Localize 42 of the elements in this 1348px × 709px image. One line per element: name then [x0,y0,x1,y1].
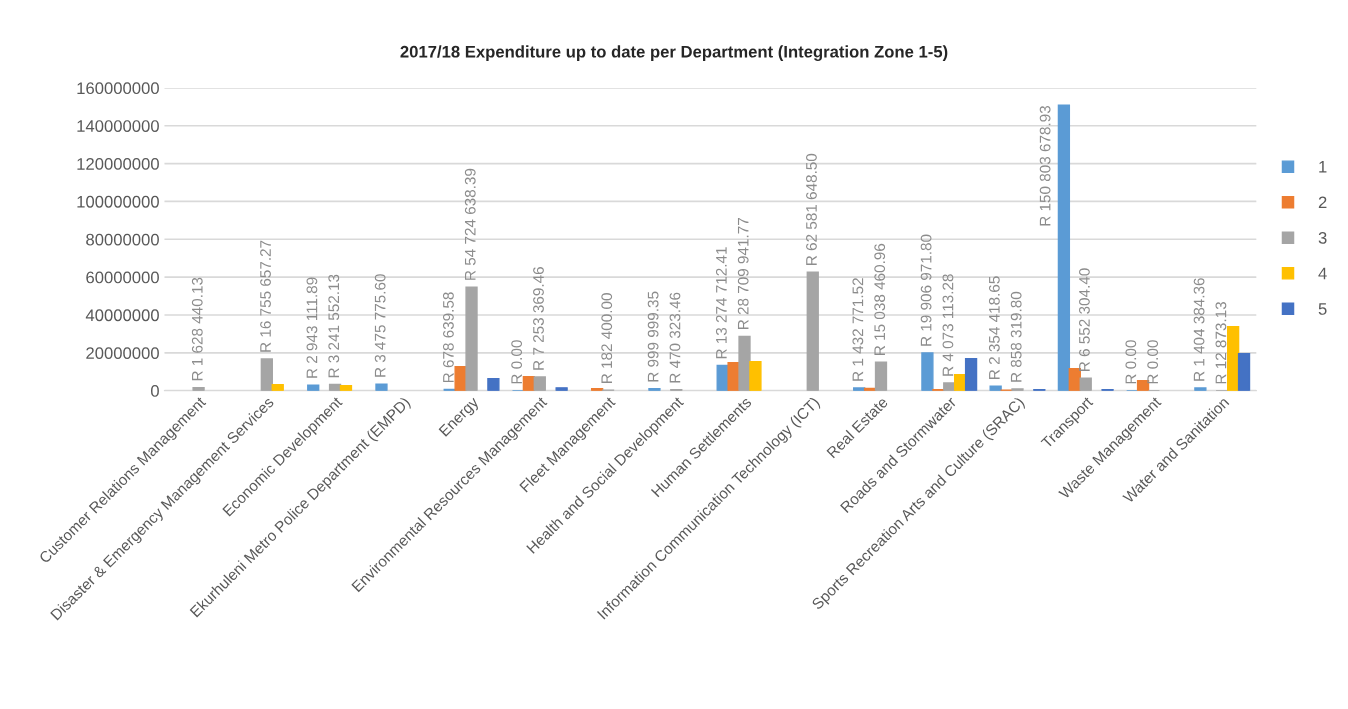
data-label: R 2 354 418.65 [988,276,1000,379]
data-label: R 3 241 552.13 [328,274,340,378]
data-label: R 0.00 [1147,340,1159,384]
y-tick-label: 140000000 [77,120,159,132]
data-label: R 2 943 111.89 [306,277,318,378]
data-label: R 150 803 678.93 [1039,105,1051,226]
data-label: R 12 873.13 [1215,302,1227,384]
data-label: R 999 999.35 [647,291,659,382]
data-label: R 1 432 771.52 [852,278,864,381]
data-label: R 858 319.80 [1010,291,1022,382]
data-label: R 6 552 304.40 [1079,268,1090,371]
data-label: R 1 404 384.36 [1193,278,1205,381]
y-tick-label: 0 [150,385,159,397]
data-label: R 62 581 648.50 [806,153,817,265]
y-tick-label: 20000000 [86,347,159,360]
data-label: R 0.00 [511,340,523,384]
y-tick-label: 80000000 [86,233,159,246]
legend-label: 5 [1318,303,1327,315]
y-tick-label: 60000000 [86,271,159,284]
legend-label: 1 [1319,161,1327,173]
data-label: R 3 475 775.60 [374,274,386,377]
data-label: R 13 274 712.41 [715,247,727,359]
data-label: R 28 709 941.77 [737,218,749,330]
data-label: R 15 038 460.96 [874,243,886,355]
legend-label: 2 [1318,196,1327,209]
data-label: R 54 724 638.39 [464,168,476,280]
data-label: R 470 323.46 [669,292,681,383]
data-label: R 4 073 113.28 [942,274,954,376]
data-label: R 19 906 971.80 [920,234,932,346]
data-label: R 1 628 440.13 [191,277,203,381]
y-tick-label: 100000000 [77,195,159,208]
y-tick-label: 160000000 [77,82,159,95]
data-label: R 16 755 657.27 [260,240,271,352]
legend-label: 3 [1318,231,1327,244]
chart-title: 2017/18 Expenditure up to date per Department (Integration Zone 1-5) [400,45,948,61]
data-label: R 0.00 [1125,340,1137,384]
y-tick-label: 40000000 [85,309,159,322]
data-label: R 182 400.00 [601,293,613,384]
data-label: R 7 253 369.46 [533,267,544,370]
data-label: R 678 639.58 [442,292,454,383]
legend-label: 4 [1318,267,1327,280]
y-tick-label: 120000000 [77,158,159,170]
